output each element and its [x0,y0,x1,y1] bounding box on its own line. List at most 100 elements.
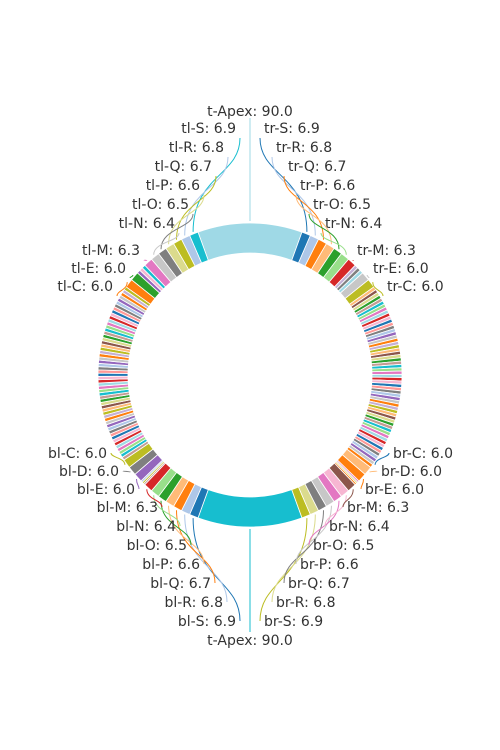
label-tr-E: tr-E: 6.0 [373,261,429,277]
leader-line-bl-O [160,500,192,546]
label-tl-R: tl-R: 6.8 [169,140,224,156]
label-tl-O: tl-O: 6.5 [132,197,189,213]
slice-tl-O [157,247,184,279]
slice-unlabeled [123,286,152,308]
slice-tl-R [180,234,203,267]
slice-tl-S [189,231,209,264]
label-br-S: br-S: 6.9 [264,614,323,630]
leader-line-br-Q [283,510,324,584]
label-tr-M: tr-M: 6.3 [357,243,416,259]
label-br-C: br-C: 6.0 [393,446,453,462]
label-tl-Q: tl-Q: 6.7 [155,159,212,175]
label-tl-E: tl-E: 6.0 [71,261,126,277]
slice-tl-Q [172,238,196,271]
label-br-Q: br-Q: 6.7 [288,576,350,592]
slice-br-D [341,448,372,475]
slice-br-P [310,476,335,507]
label-bl-D: bl-D: 6.0 [59,464,119,480]
leader-line-br-R [271,514,316,603]
label-tr-S: tr-S: 6.9 [264,121,320,137]
leader-line-tr-P [295,194,332,245]
leader-line-bl-Q [176,510,216,584]
slice-br-S [291,486,311,519]
leader-line-br-O [308,500,340,546]
leader-lines-group [110,118,390,632]
slice-br-O [316,471,343,503]
slice-tl-C [125,279,156,305]
slice-unlabeled [371,370,403,375]
label-tr-O: tr-O: 6.5 [313,197,371,213]
leader-line-br-D [369,470,378,473]
label-tl-N: tl-N: 6.4 [119,216,175,232]
label-br-M: br-M: 6.3 [347,500,409,516]
leader-line-tr-R [271,156,316,236]
leader-line-br-C [374,452,390,466]
leader-line-br-M [342,489,354,508]
slice-tl-M [144,258,172,288]
leader-line-tr-C [372,282,384,297]
label-bl-N: bl-N: 6.4 [116,519,176,535]
leader-line-tl-N [153,232,180,255]
leader-line-bl-C [110,452,126,466]
leader-line-tl-C [116,282,128,297]
label-tr-N: tr-N: 6.4 [325,216,382,232]
slice-br-N [322,467,350,497]
slice-br-Q [304,479,328,512]
label-br-N: br-N: 6.4 [329,519,390,535]
label-tr-C: tr-C: 6.0 [387,279,444,295]
label-br-E: br-E: 6.0 [365,482,424,498]
leader-line-tl-S [192,137,241,232]
labels-group: tr-S: 6.9 tr-R: 6.8 tr-Q: 6.7 tr-P: 6.6 tr-O… [48,104,453,649]
leader-line-tr-E [366,274,370,279]
label-tl-C: tl-C: 6.0 [57,279,113,295]
leader-line-br-S [259,518,308,622]
label-tr-R: tr-R: 6.8 [276,140,332,156]
slice-tl-P [165,243,190,274]
slice-unlabeled [346,446,374,468]
slice-br-E [336,454,366,482]
slice-br-M [328,462,356,492]
leader-line-tl-R [184,156,229,236]
leader-line-bl-E [136,478,140,490]
leader-line-bl-R [184,514,228,603]
leader-line-tl-E [129,274,134,279]
label-bottom-apex: t-Apex: 90.0 [207,633,293,649]
label-bl-O: bl-O: 6.5 [127,538,187,554]
slice-bottom-apex [197,489,303,528]
leader-line-bl-M [146,489,163,508]
label-br-R: br-R: 6.8 [276,595,336,611]
label-bl-Q: bl-Q: 6.7 [150,576,211,592]
leader-line-tr-Q [283,175,324,240]
label-bl-R: bl-R: 6.8 [164,595,223,611]
label-bl-P: bl-P: 6.6 [142,557,200,573]
leader-line-bl-S [192,518,241,622]
slice-unlabeled [141,264,167,290]
label-tl-M: tl-M: 6.3 [82,243,140,259]
label-tr-P: tr-P: 6.6 [300,178,355,194]
slice-top-apex [197,222,303,261]
slices-group [97,222,403,528]
leader-line-bl-P [168,505,205,565]
slice-tl-N [150,253,178,283]
label-bl-C: bl-C: 6.0 [48,446,107,462]
slice-tl-E [130,272,161,300]
leader-line-tl-M [143,259,148,262]
label-tr-Q: tr-Q: 6.7 [288,159,346,175]
label-br-P: br-P: 6.6 [300,557,359,573]
label-bl-E: bl-E: 6.0 [77,482,135,498]
label-br-D: br-D: 6.0 [381,464,442,480]
slice-unlabeled [333,461,358,486]
leader-line-br-P [295,505,332,565]
label-tl-P: tl-P: 6.6 [146,178,200,194]
label-tl-S: tl-S: 6.9 [181,121,236,137]
slice-br-R [297,483,320,516]
leader-line-br-N [324,495,347,527]
label-top-apex: t-Apex: 90.0 [207,104,293,120]
leader-line-tr-N [320,232,347,255]
leader-line-br-E [360,478,364,490]
leader-line-tl-P [168,194,205,245]
leader-line-tr-S [259,137,308,232]
label-bl-S: bl-S: 6.9 [178,614,236,630]
